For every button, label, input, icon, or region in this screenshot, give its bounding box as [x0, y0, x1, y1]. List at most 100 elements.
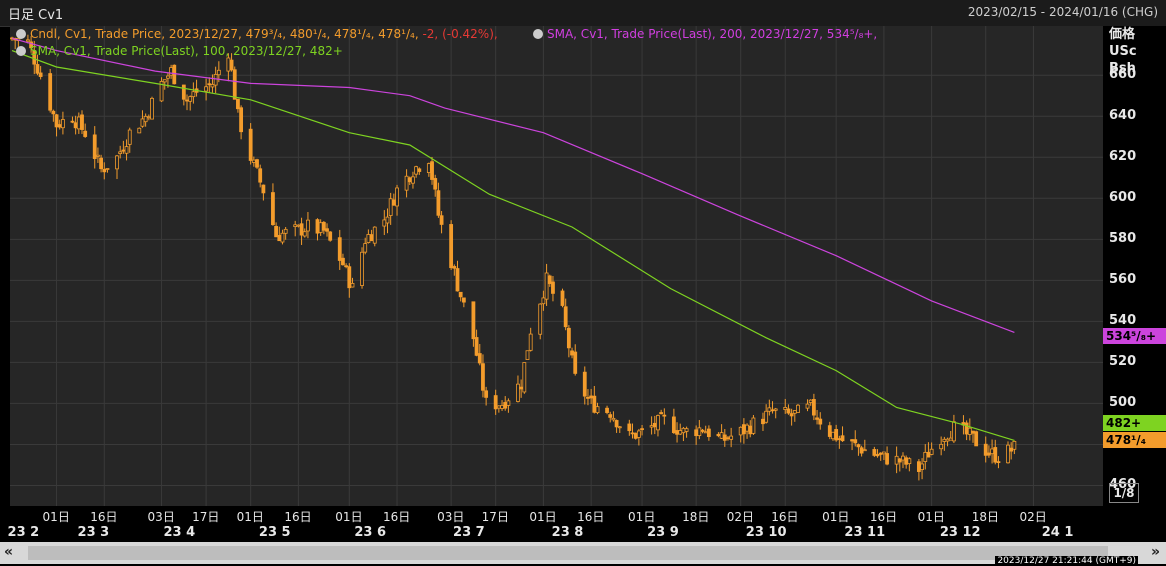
candle-body [640, 428, 644, 431]
candle [560, 288, 565, 308]
candle-body [786, 408, 791, 414]
y-axis[interactable]: 価格 USc Bsh 660 640 620 600 580 560 540 520 500 48… [1103, 26, 1166, 546]
candle [990, 439, 994, 464]
candle [248, 123, 253, 165]
candle [26, 34, 30, 44]
y-tick-label: 500 [1109, 395, 1137, 411]
candle-body [449, 224, 454, 269]
candle [70, 116, 75, 124]
candle-body [76, 116, 81, 130]
candle-body [586, 396, 590, 399]
candle [229, 53, 234, 72]
candle [856, 443, 861, 456]
timestamp: 2023/12/27 21:21:44 (GMT+9) [995, 556, 1138, 566]
candle-body [792, 410, 797, 414]
candle [169, 64, 174, 79]
x-month-tick: 23 5 [258, 525, 291, 540]
candle-body [920, 463, 924, 471]
candle [703, 425, 708, 434]
candle [29, 36, 33, 53]
candle-body [325, 228, 329, 232]
legend-sma100[interactable]: SMA, Cv1, Trade Price(Last), 100, 2023/1… [16, 44, 343, 58]
chart-canvas[interactable] [10, 26, 1103, 506]
legend-candle[interactable]: Cndl, Cv1, Trade Price, 2023/12/27, 479³… [16, 27, 498, 41]
candle-body [299, 223, 304, 236]
candle [388, 192, 393, 225]
scroll-right-icon[interactable]: » [1150, 544, 1160, 560]
y-tick-label: 600 [1109, 190, 1137, 206]
candle-body [32, 50, 37, 65]
candle-body [885, 453, 889, 465]
candle-body [169, 67, 174, 76]
candle-body [796, 404, 800, 413]
candle [255, 158, 259, 169]
y-axis-title-line2: USc [1109, 44, 1137, 59]
candle [831, 431, 835, 441]
candle-body [344, 265, 349, 268]
candle-body [204, 86, 209, 92]
candle-body [519, 386, 524, 390]
scroll-track[interactable] [28, 546, 1108, 560]
candle [337, 229, 342, 270]
candle [875, 449, 880, 458]
scale-button[interactable]: 1/8 [1109, 483, 1139, 503]
badge-sma100: 482+ [1103, 415, 1166, 431]
candle [786, 404, 791, 415]
plot-area[interactable]: Cndl, Cv1, Trade Price, 2023/12/27, 479³… [10, 26, 1103, 506]
candle-body [80, 114, 84, 130]
candle-body [894, 455, 899, 465]
x-axis[interactable]: 01日 16日 03日 17日 01日 16日 01日 16日 03日 17日 01日 16日 01日 1… [8, 506, 1103, 542]
legend-sma200[interactable]: SMA, Cv1, Trade Price(Last), 200, 2023/1… [533, 27, 877, 41]
candle [493, 389, 498, 415]
candle-body [105, 168, 110, 170]
candle-body [636, 430, 641, 438]
candle-body [121, 149, 126, 152]
candle-body [974, 431, 979, 447]
candle [726, 436, 730, 441]
candle-body [751, 417, 756, 434]
candle [293, 220, 298, 237]
candle [80, 110, 84, 135]
candle-body [770, 409, 775, 412]
candle-body [633, 432, 638, 439]
x-day-tick: 01日 [628, 510, 656, 524]
clock-icon [533, 29, 543, 39]
scrollbar[interactable]: « » [0, 542, 1166, 564]
candle [761, 412, 765, 431]
candle [274, 222, 279, 238]
candle [61, 111, 65, 135]
candle-body [271, 192, 275, 226]
candle [859, 445, 864, 457]
candle-body [191, 91, 196, 98]
candle [840, 426, 845, 442]
scroll-left-icon[interactable]: « [4, 544, 14, 560]
candle [652, 415, 657, 435]
candle [649, 416, 654, 435]
candle [582, 366, 587, 405]
candle-body [983, 443, 988, 456]
candle-body [939, 443, 944, 450]
candle [694, 425, 699, 445]
candle-body [461, 297, 466, 303]
candle-body [302, 231, 307, 237]
candle [796, 403, 800, 413]
x-month-tick: 23 10 [745, 525, 787, 540]
candle-body [516, 383, 520, 402]
y-tick-label: 660 [1109, 67, 1137, 83]
candle-body [834, 429, 839, 441]
candle [32, 40, 37, 75]
date-range[interactable]: 2023/02/15 - 2024/01/16 (CHG) [967, 5, 1158, 19]
candle [194, 79, 199, 97]
candle-body [767, 407, 772, 412]
candle-body [926, 451, 931, 458]
candle-body [306, 219, 310, 232]
candle-body [433, 178, 438, 190]
candle-body [92, 134, 97, 159]
candle-body [608, 414, 613, 418]
candle [605, 405, 609, 415]
candle-body [83, 130, 88, 137]
candle-body [388, 198, 393, 216]
candle-body [856, 444, 861, 448]
candle [76, 112, 81, 134]
candle [700, 428, 705, 434]
